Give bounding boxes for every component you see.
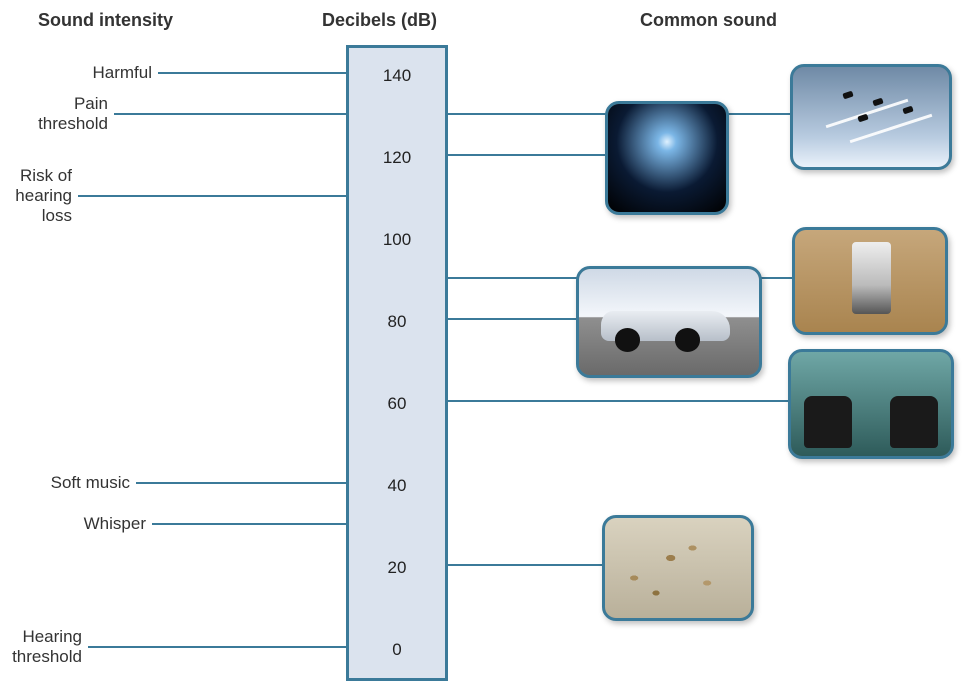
intensity-line: [114, 113, 346, 115]
scale-tick: 100: [349, 230, 445, 250]
scale-tick: 80: [349, 312, 445, 332]
intensity-line: [136, 482, 346, 484]
sound-line: [448, 400, 788, 402]
car-icon: [576, 266, 762, 378]
conversation-icon: [788, 349, 954, 459]
scale-tick: 120: [349, 148, 445, 168]
intensity-label: Whisper: [84, 514, 146, 534]
sound-line: [448, 318, 576, 320]
decibel-scale: 140 120 100 80 60 40 20 0: [346, 45, 448, 681]
jets-icon: [790, 64, 952, 170]
intensity-line: [152, 523, 346, 525]
intensity-line: [88, 646, 346, 648]
sound-line: [448, 154, 605, 156]
scale-tick: 140: [349, 66, 445, 86]
intensity-label: Risk of hearing loss: [0, 166, 72, 226]
scale-tick: 40: [349, 476, 445, 496]
scale-tick: 20: [349, 558, 445, 578]
intensity-label: Hearing threshold: [0, 627, 82, 667]
header-decibels: Decibels (dB): [322, 10, 437, 31]
scale-tick: 60: [349, 394, 445, 414]
leaves-icon: [602, 515, 754, 621]
intensity-line: [78, 195, 346, 197]
scale-tick: 0: [349, 640, 445, 660]
blender-icon: [792, 227, 948, 335]
intensity-label: Pain threshold: [0, 94, 108, 134]
intensity-label: Soft music: [51, 473, 130, 493]
intensity-line: [158, 72, 346, 74]
decibel-diagram: Sound intensity Decibels (dB) Common sou…: [0, 0, 975, 693]
concert-icon: [605, 101, 729, 215]
header-common-sound: Common sound: [640, 10, 777, 31]
intensity-label: Harmful: [92, 63, 152, 83]
sound-line: [448, 564, 602, 566]
header-sound-intensity: Sound intensity: [38, 10, 173, 31]
